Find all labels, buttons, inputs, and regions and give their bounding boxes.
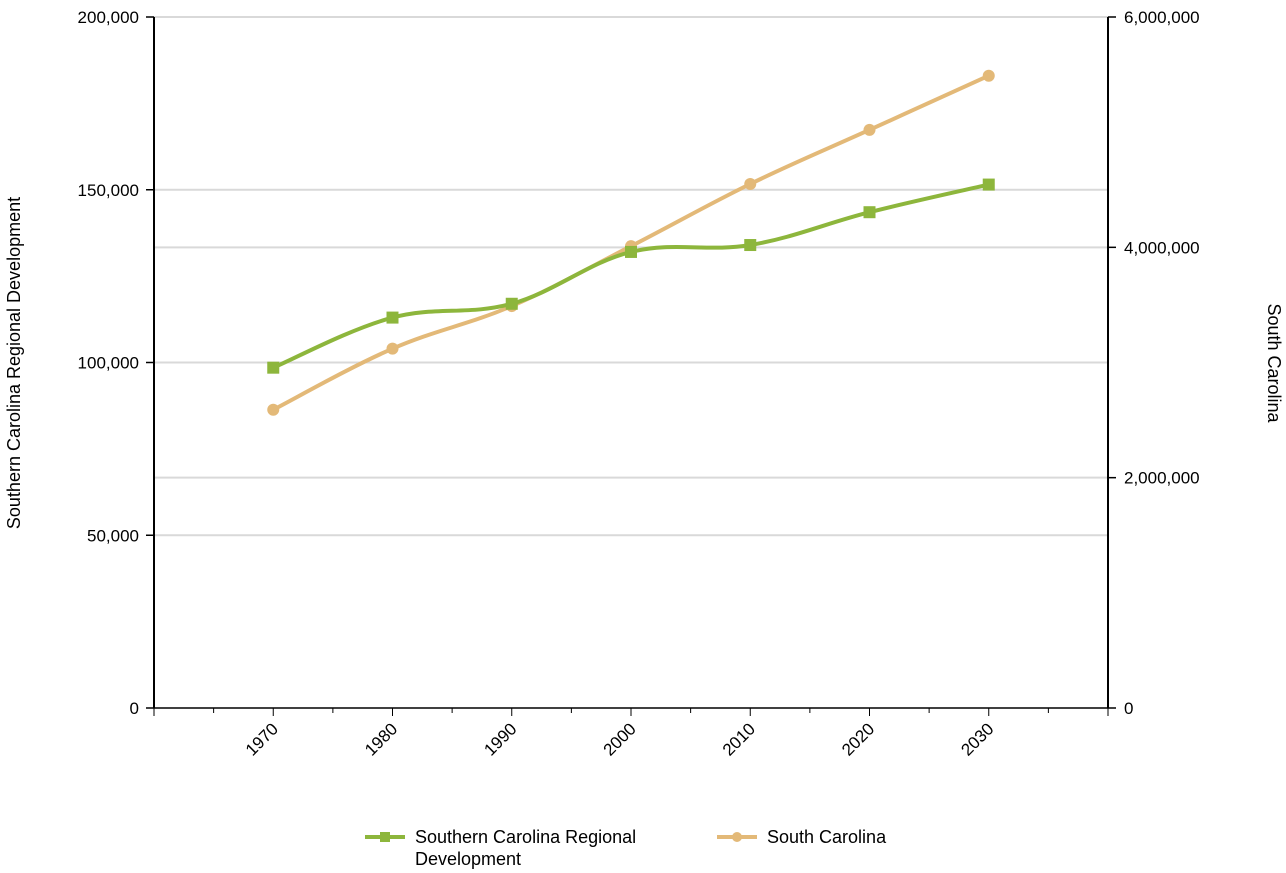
left-tick-label-4: 200,000: [78, 8, 139, 27]
x-tick-label-1970: 1970: [242, 719, 282, 759]
left-axis-title: Southern Carolina Regional Development: [4, 197, 24, 529]
axes: 0 50,000 100,000 150,000 200,000 0 2,000,000 4,…: [78, 8, 1200, 760]
series-0-point-2000: [625, 245, 637, 258]
left-tick-label-1: 50,000: [87, 526, 139, 545]
x-tick-label-1990: 1990: [480, 719, 520, 759]
series-1-point-2020: [863, 123, 876, 136]
legend-label-state: South Carolina: [767, 827, 887, 847]
left-tick-label-3: 150,000: [78, 181, 139, 200]
legend-item-state: South Carolina: [717, 826, 886, 870]
series-1-point-2030: [982, 69, 995, 82]
legend-label-regional: Southern Carolina Regional Development: [415, 827, 637, 869]
series-0-point-1970: [267, 361, 280, 374]
series-1-point-2010: [744, 177, 757, 190]
series-0-point-1980: [386, 311, 399, 324]
series-line-0: [271, 182, 991, 370]
x-tick-label-2000: 2000: [600, 719, 640, 759]
right-tick-label-1: 2,000,000: [1124, 469, 1200, 488]
x-tick-label-2020: 2020: [838, 719, 878, 759]
series-0-point-2020: [863, 206, 876, 219]
series-0-point-1990: [505, 297, 518, 310]
legend-item-regional: Southern Carolina Regional Development: [365, 826, 685, 870]
series-1-point-1970: [267, 403, 280, 416]
series-0-point-2010: [744, 239, 757, 252]
series-0-point-2030: [982, 178, 995, 191]
left-tick-label-0: 0: [130, 699, 139, 718]
x-tick-label-2030: 2030: [957, 719, 997, 759]
x-tick-label-1980: 1980: [361, 719, 401, 759]
x-tick-label-2010: 2010: [719, 719, 759, 759]
right-tick-label-3: 6,000,000: [1124, 8, 1200, 27]
right-tick-label-0: 0: [1124, 699, 1133, 718]
legend-circle-marker-icon: [717, 826, 757, 848]
plot-series: [267, 69, 995, 416]
gridlines: [154, 16, 1108, 537]
chart-legend: Southern Carolina Regional Development S…: [365, 826, 886, 870]
left-tick-label-2: 100,000: [78, 354, 139, 373]
series-1-point-1980: [386, 342, 399, 355]
legend-square-marker-icon: [365, 826, 405, 848]
right-tick-label-2: 4,000,000: [1124, 238, 1200, 257]
right-axis-title: South Carolina: [1264, 303, 1284, 423]
